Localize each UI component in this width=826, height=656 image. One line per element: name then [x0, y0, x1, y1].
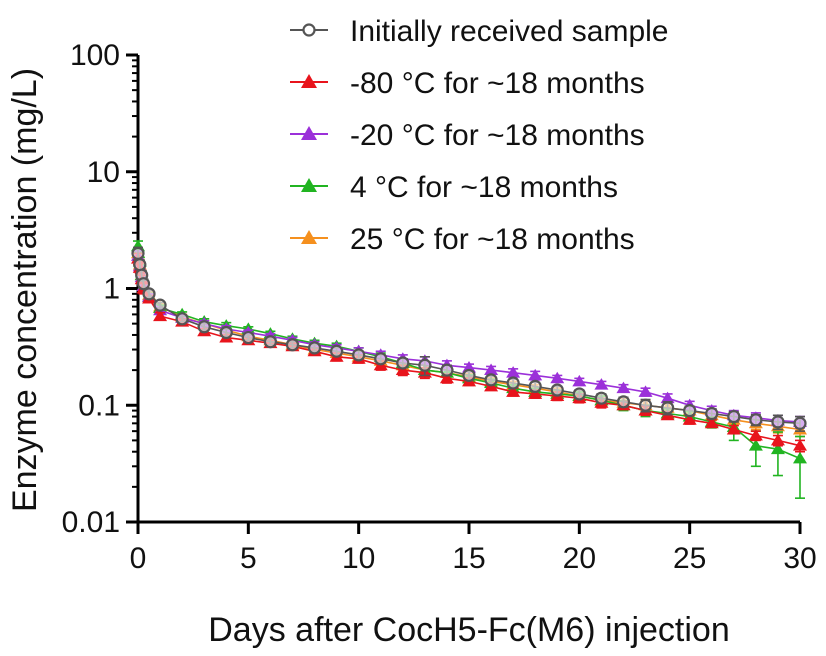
data-point: [506, 376, 520, 390]
data-point: [550, 383, 564, 397]
data-point: [263, 335, 277, 349]
data-point: [484, 373, 498, 387]
series-layer: [131, 239, 807, 499]
legend-label: 4 °C for ~18 months: [350, 171, 618, 204]
legend-item-4: 25 °C for ~18 months: [290, 223, 635, 256]
data-point: [484, 363, 499, 376]
data-point: [439, 371, 454, 384]
data-point: [594, 391, 609, 405]
x-tick-label: 25: [673, 542, 706, 575]
y-tick-label: 0.1: [78, 389, 120, 422]
series-line: [137, 246, 801, 460]
x-tick-label: 20: [563, 542, 596, 575]
series-line: [137, 258, 801, 447]
legend-item-3: 4 °C for ~18 months: [290, 171, 618, 204]
x-ticks: 0 5 10 15 20 25 30: [130, 522, 817, 575]
data-point: [683, 403, 697, 418]
data-point: [793, 439, 807, 451]
data-point: [142, 287, 156, 301]
x-tick-label: 0: [130, 542, 147, 575]
data-point: [616, 381, 631, 394]
data-point: [572, 387, 586, 401]
data-point: [153, 309, 168, 322]
data-point: [770, 433, 785, 446]
x-tick-label: 15: [452, 542, 485, 575]
y-tick-label: 0.01: [62, 506, 120, 539]
legend-marker: [301, 230, 317, 244]
y-axis-title: Enzyme concentration (mg/L): [6, 68, 44, 512]
gridless-plot-area: 0.01 0.1 1 10 100 0 5 10 15 20 25 30: [62, 39, 817, 575]
data-point: [770, 442, 785, 455]
data-point: [705, 406, 719, 421]
legend-label: Initially received sample: [350, 15, 668, 48]
data-point: [594, 378, 609, 390]
y-tick-label: 1: [103, 273, 120, 306]
data-point: [749, 413, 763, 427]
data-point: [748, 439, 763, 451]
data-point: [219, 325, 233, 340]
data-point: [748, 428, 763, 441]
legend-marker: [301, 126, 317, 140]
y-ticks: 0.01 0.1 1 10 100: [62, 39, 138, 539]
legend-label: -80 °C for ~18 months: [350, 67, 645, 100]
y-tick-label: 100: [70, 39, 120, 72]
data-point: [660, 401, 675, 415]
data-point: [330, 344, 344, 358]
data-point: [133, 258, 147, 272]
data-point: [506, 385, 521, 397]
x-tick-label: 5: [240, 542, 257, 575]
data-point: [285, 338, 300, 352]
data-point: [727, 409, 741, 424]
x-tick-label: 10: [342, 542, 375, 575]
data-point: [638, 385, 653, 397]
data-point: [197, 320, 211, 334]
data-point: [506, 366, 521, 378]
legend-marker: [302, 23, 316, 37]
x-tick-label: 30: [783, 542, 816, 575]
data-point: [136, 277, 151, 291]
data-point: [462, 361, 476, 373]
data-point: [396, 356, 410, 370]
legend-marker: [301, 178, 317, 192]
data-point: [153, 298, 167, 312]
data-point: [307, 341, 322, 355]
data-point: [638, 398, 653, 412]
data-point: [726, 422, 741, 435]
data-point: [352, 348, 366, 362]
series-0: [131, 246, 807, 432]
data-point: [793, 416, 807, 430]
data-point: [572, 374, 587, 387]
data-point: [682, 413, 697, 425]
legend-item-0: Initially received sample: [290, 15, 668, 48]
y-tick-label: 10: [87, 156, 120, 189]
series-1: [131, 252, 807, 453]
data-point: [131, 246, 145, 260]
series-line: [137, 253, 801, 431]
data-point: [440, 363, 454, 377]
data-point: [550, 371, 565, 384]
legend-item-2: -20 °C for ~18 months: [290, 119, 645, 152]
legend-label: -20 °C for ~18 months: [350, 119, 645, 152]
data-point: [528, 379, 542, 394]
data-point: [374, 352, 388, 366]
data-point: [704, 416, 719, 429]
data-point: [241, 330, 255, 345]
data-point: [462, 368, 476, 383]
legend-marker: [301, 74, 317, 88]
data-point: [616, 395, 631, 409]
legend: Initially received sample -80 °C for ~18 …: [290, 15, 668, 256]
data-point: [660, 391, 675, 404]
data-point: [771, 415, 785, 429]
legend-item-1: -80 °C for ~18 months: [290, 67, 645, 100]
data-point: [175, 312, 189, 326]
x-axis-title: Days after CocH5-Fc(M6) injection: [208, 611, 729, 649]
data-point: [528, 387, 543, 399]
data-point: [793, 451, 807, 464]
data-point: [418, 358, 432, 372]
data-point: [528, 368, 543, 381]
legend-label: 25 °C for ~18 months: [350, 223, 635, 256]
